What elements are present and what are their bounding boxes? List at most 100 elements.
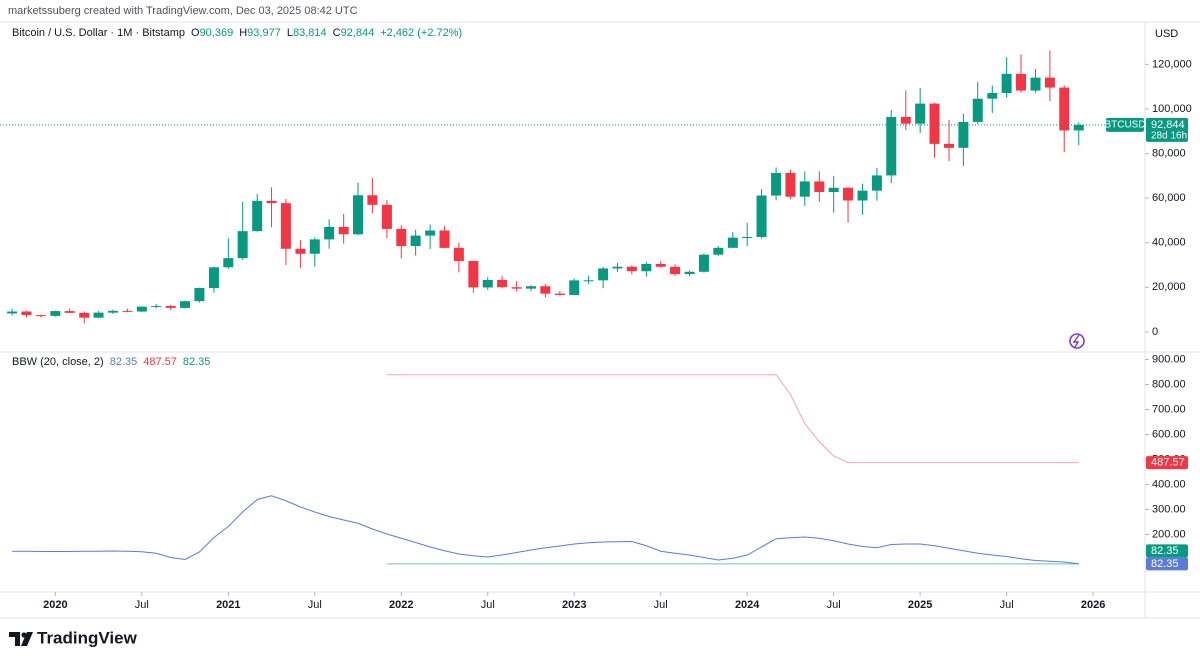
candle-body xyxy=(612,266,623,269)
candle-body xyxy=(439,230,450,248)
indicator-line xyxy=(386,374,1079,464)
brand-name: TradingView xyxy=(37,628,138,647)
ohlc-value: 83,814 xyxy=(293,27,327,39)
candle-body xyxy=(1001,73,1012,94)
symbol-tag xyxy=(1106,117,1144,132)
candle-body xyxy=(987,93,998,99)
candle-body xyxy=(713,247,724,255)
price-tag-label: 92,844 xyxy=(1151,119,1185,131)
value-tag-label: 82.35 xyxy=(1151,558,1179,570)
indicator-value: 82.35 xyxy=(110,356,138,368)
candle-body xyxy=(180,301,191,308)
candle-body xyxy=(79,312,90,318)
y-tick-label: 300.00 xyxy=(1152,503,1186,515)
candle-body xyxy=(583,280,594,282)
change-value: +2,462 (+2.72%) xyxy=(380,27,462,39)
symbol-tag-label: BTCUSD xyxy=(1104,120,1145,131)
candle-body xyxy=(684,271,695,275)
unit-label: USD xyxy=(1155,28,1178,40)
candle-body xyxy=(843,187,854,201)
x-tick-label: 2024 xyxy=(735,599,760,611)
countdown-label: 28d 16h xyxy=(1151,131,1187,142)
candle-body xyxy=(598,268,609,281)
y-tick-label: 900.00 xyxy=(1152,353,1186,365)
x-tick-label: 2021 xyxy=(216,599,240,611)
candle-body xyxy=(151,305,162,307)
candle-body xyxy=(742,236,753,238)
x-tick-label: Jul xyxy=(481,599,495,611)
ohlc-value: 93,977 xyxy=(247,27,281,39)
candle-body xyxy=(338,226,349,235)
candle-body xyxy=(468,261,479,288)
candle-body xyxy=(641,263,652,272)
candle-body xyxy=(266,200,277,204)
candle-body xyxy=(295,248,306,254)
candle-body xyxy=(107,310,118,313)
x-tick-label: 2022 xyxy=(389,599,413,611)
candle-body xyxy=(165,305,176,308)
y-tick-label: 100,000 xyxy=(1152,103,1192,115)
candle-body xyxy=(929,103,940,144)
attribution: marketssuberg created with TradingView.c… xyxy=(8,5,358,17)
candle-body xyxy=(93,312,104,318)
y-tick-label: 60,000 xyxy=(1152,192,1186,204)
indicator-name: BBW (20, close, 2) xyxy=(12,356,104,368)
candle-body xyxy=(35,315,46,317)
x-tick-label: Jul xyxy=(135,599,149,611)
x-tick-label: Jul xyxy=(827,599,841,611)
ohlc-value: 90,369 xyxy=(200,27,234,39)
x-tick-label: 2023 xyxy=(562,599,586,611)
candle-body xyxy=(756,195,767,237)
candle-body xyxy=(194,288,205,302)
watermark-icon xyxy=(1069,333,1085,349)
candle-body xyxy=(626,266,637,272)
candle-body xyxy=(136,306,147,312)
candle-body xyxy=(353,195,364,235)
candle-body xyxy=(670,266,681,275)
value-tag xyxy=(1146,544,1188,558)
candle-body xyxy=(208,267,219,289)
y-tick-label: 0 xyxy=(1152,326,1158,338)
candle-body xyxy=(511,287,522,289)
ohlc-key: L xyxy=(287,27,293,39)
candle-body xyxy=(237,231,248,259)
candle-body xyxy=(944,143,955,148)
candle-body xyxy=(900,116,911,124)
candle-body xyxy=(21,311,32,316)
candle-body xyxy=(7,311,18,314)
indicator-legend: BBW (20, close, 2) 82.35 487.57 82.35 xyxy=(12,356,210,368)
price-tag xyxy=(1146,117,1188,142)
candle-body xyxy=(799,181,810,197)
x-tick-label: Jul xyxy=(654,599,668,611)
indicator-value: 487.57 xyxy=(143,356,177,368)
candle-body xyxy=(309,239,320,254)
candle-body xyxy=(857,190,868,201)
candle-body xyxy=(1044,77,1055,88)
candle-body xyxy=(1015,73,1026,91)
candle-body xyxy=(1073,124,1084,131)
candle-body xyxy=(958,121,969,148)
y-tick-label: 80,000 xyxy=(1152,147,1186,159)
candle-body xyxy=(410,235,421,247)
candle-body xyxy=(252,200,263,232)
y-tick-label: 800.00 xyxy=(1152,378,1186,390)
candle-body xyxy=(50,311,61,316)
candle-body xyxy=(367,195,378,205)
candle-body xyxy=(972,98,983,122)
brand-logo xyxy=(9,632,33,646)
candle-body xyxy=(886,116,897,176)
candle-body xyxy=(771,172,782,196)
y-tick-label: 600.00 xyxy=(1152,428,1186,440)
candle-body xyxy=(871,175,882,191)
candle-body xyxy=(915,103,926,124)
ohlc-key: H xyxy=(239,27,247,39)
candle-body xyxy=(223,258,234,268)
candle-body xyxy=(828,187,839,193)
indicator-line xyxy=(12,495,1079,565)
ohlc-key: C xyxy=(333,27,341,39)
x-tick-label: 2020 xyxy=(43,599,67,611)
indicator-value: 82.35 xyxy=(183,356,211,368)
candle-body xyxy=(396,228,407,247)
chart-legend: Bitcoin / U.S. Dollar · 1M · Bitstamp O90… xyxy=(12,27,462,39)
